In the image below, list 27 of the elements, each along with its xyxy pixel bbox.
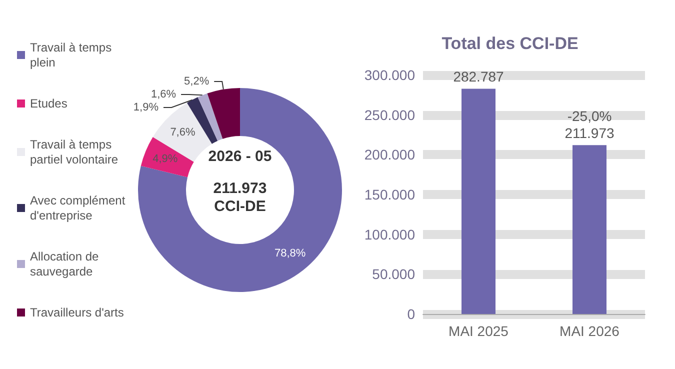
legend-label: Avec complément d'entreprise [30,194,128,222]
text: 2026 - 05 [207,148,273,166]
data-label: 78,8% [274,248,306,260]
data-label: 1,6% [150,88,176,100]
annotation: -25,0% [567,108,612,124]
y-tick-label: 50.000 [372,266,416,282]
legend-label: Travail à temps partiel volontaire [30,138,118,166]
legend-label: Allocation de sauvegarde [30,250,102,278]
text: 211.973 CCI-DE [212,180,268,216]
data-label: 1,9% [133,101,159,114]
data-label: 282.787 [453,68,504,85]
x-tick-label: MAI 2026 [560,323,620,339]
y-tick-label: 150.000 [364,186,416,202]
y-tick-label: 300.000 [364,67,416,83]
data-label: 5,2% [184,75,210,88]
data-label: 211.973 [564,125,614,142]
data-label: 4,9% [152,153,178,166]
y-tick-label: 0 [407,306,416,322]
y-tick-label: 100.000 [364,226,416,242]
legend-label: Travail à temps plein [30,40,115,70]
chart-title: Total des CCI-DE [442,34,578,53]
legend-label: Travailleurs d'arts [30,306,124,320]
legend-label: Etudes [30,96,68,110]
data-label: 7,6% [170,126,196,139]
y-tick-label: 200.000 [364,146,416,163]
y-tick-label: 250.000 [364,106,416,123]
x-tick-label: MAI 2025 [448,323,509,339]
